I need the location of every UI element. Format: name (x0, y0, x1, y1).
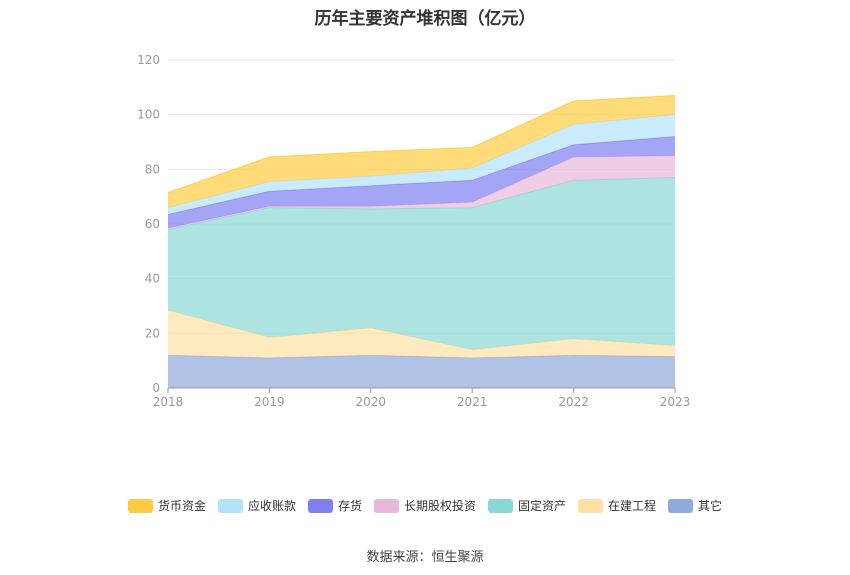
legend-swatch (307, 498, 333, 513)
area-series-group (167, 95, 676, 388)
legend-swatch (217, 498, 243, 513)
legend-item[interactable]: 其它 (668, 497, 722, 514)
area-series-edge-6 (167, 95, 676, 194)
x-tick-label: 2021 (457, 395, 488, 409)
legend-label: 其它 (698, 499, 723, 513)
area-series-4[interactable] (168, 136, 675, 229)
x-tick-label: 2019 (254, 395, 285, 409)
x-tick-label: 2022 (558, 395, 589, 409)
legend-label: 固定资产 (518, 499, 567, 513)
x-tick-label: 2018 (153, 395, 184, 409)
legend-item[interactable]: 在建工程 (578, 497, 656, 514)
legend-item[interactable]: 固定资产 (488, 497, 566, 514)
legend-swatch (578, 498, 604, 513)
legend-label: 存货 (337, 499, 362, 513)
legend-item[interactable]: 货币资金 (127, 497, 206, 514)
area-series-edge-2 (167, 177, 676, 230)
legend-item[interactable]: 存货 (307, 497, 362, 514)
y-tick-label: 40 (145, 272, 160, 286)
legend-swatch (488, 498, 513, 513)
y-tick-label: 60 (145, 217, 160, 231)
y-tick-label: 120 (137, 53, 160, 67)
legend-label: 长期股权投资 (403, 499, 476, 513)
area-series-1[interactable] (168, 310, 675, 358)
area-series-6[interactable] (168, 95, 675, 208)
legend-swatch (127, 498, 153, 513)
y-tick-label: 80 (145, 162, 160, 176)
legend[interactable]: 货币资金 应收账款 存货 长期股权投资 固定资产 在建工程 其它 (0, 497, 850, 514)
area-series-0[interactable] (168, 355, 675, 388)
x-tick-label: 2023 (660, 395, 691, 409)
legend-swatch (373, 498, 399, 513)
legend-item[interactable]: 应收账款 (217, 497, 296, 514)
area-series-3[interactable] (168, 155, 675, 230)
area-series-2[interactable] (168, 177, 675, 350)
axes: 0 20 40 60 80 100 120 2018 2019 2020 2021 2022 2023 (137, 53, 690, 409)
y-tick-label: 100 (137, 108, 160, 122)
legend-swatch (668, 498, 694, 513)
x-tick-label: 2020 (356, 395, 387, 409)
y-tick-label: 0 (152, 381, 160, 395)
legend-label: 在建工程 (608, 499, 657, 513)
legend-item[interactable]: 长期股权投资 (373, 497, 476, 514)
data-source-note: 数据来源：恒生聚源 (366, 550, 484, 565)
legend-label: 货币资金 (157, 499, 206, 513)
legend-label: 应收账款 (247, 499, 296, 513)
chart-title: 历年主要资产堆积图（亿元） (314, 9, 536, 29)
area-series-5[interactable] (168, 114, 675, 215)
y-tick-label: 20 (145, 326, 160, 340)
